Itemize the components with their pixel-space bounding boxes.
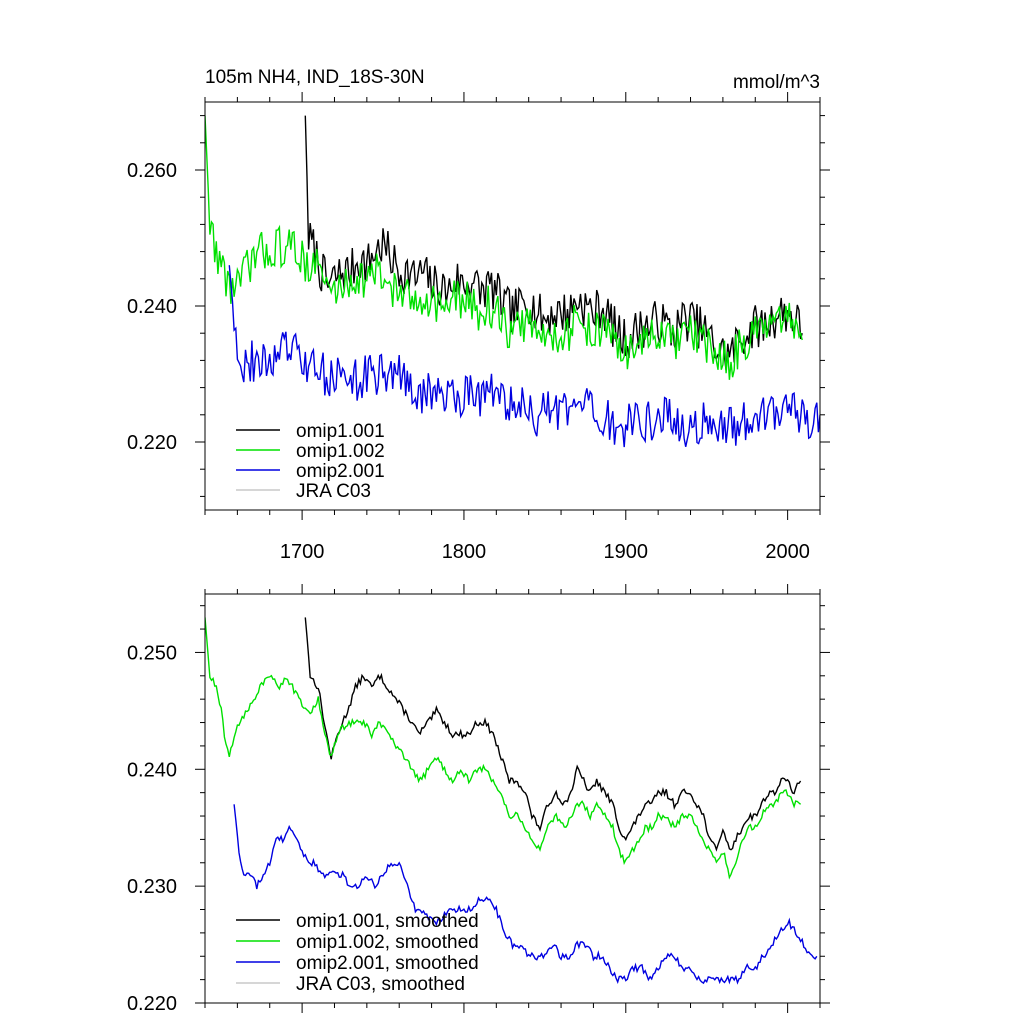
bottom-panel-lines bbox=[205, 617, 818, 985]
legend-label: omip1.002, smoothed bbox=[296, 932, 479, 953]
legend-label: JRA C03, smoothed bbox=[296, 974, 465, 995]
top-panel-title: 105m NH4, IND_18S-30N bbox=[205, 67, 425, 88]
top-panel-units: mmol/m^3 bbox=[733, 72, 820, 93]
series-line-2 bbox=[228, 265, 820, 448]
legend-label: omip1.001 bbox=[296, 421, 385, 442]
y-tick-label: 0.240 bbox=[127, 296, 177, 318]
x-tick-label: 1800 bbox=[442, 541, 487, 563]
x-tick-label: 1900 bbox=[604, 541, 649, 563]
top-panel: 105m NH4, IND_18S-30N mmol/m^3 1700 1800 1… bbox=[127, 67, 830, 563]
bottom-panel: 0.220 0.230 0.240 0.250 omip1.001, smoothed… bbox=[127, 584, 830, 1015]
x-tick-label: 2000 bbox=[765, 541, 810, 563]
legend-label: omip1.001, smoothed bbox=[296, 911, 479, 932]
series-line-0 bbox=[304, 617, 802, 852]
series-line-1 bbox=[205, 617, 802, 880]
top-panel-lines bbox=[205, 115, 820, 448]
bottom-panel-axes: 0.220 0.230 0.240 0.250 bbox=[127, 584, 830, 1015]
y-tick-label: 0.250 bbox=[127, 642, 177, 664]
legend-label: omip2.001, smoothed bbox=[296, 953, 479, 974]
y-tick-label: 0.240 bbox=[127, 759, 177, 781]
top-panel-axes: 1700 1800 1900 2000 0.220 0.240 0.260 bbox=[127, 92, 830, 563]
series-line-1 bbox=[205, 115, 803, 380]
y-tick-label: 0.260 bbox=[127, 160, 177, 182]
legend-label: JRA C03 bbox=[296, 481, 371, 502]
y-tick-label: 0.230 bbox=[127, 876, 177, 898]
y-tick-label: 0.220 bbox=[127, 993, 177, 1015]
series-line-2 bbox=[233, 804, 818, 985]
y-tick-label: 0.220 bbox=[127, 432, 177, 454]
legend-label: omip2.001 bbox=[296, 461, 385, 482]
x-tick-label: 1700 bbox=[280, 541, 325, 563]
legend-label: omip1.002 bbox=[296, 441, 385, 462]
plot-frame bbox=[204, 593, 821, 1004]
